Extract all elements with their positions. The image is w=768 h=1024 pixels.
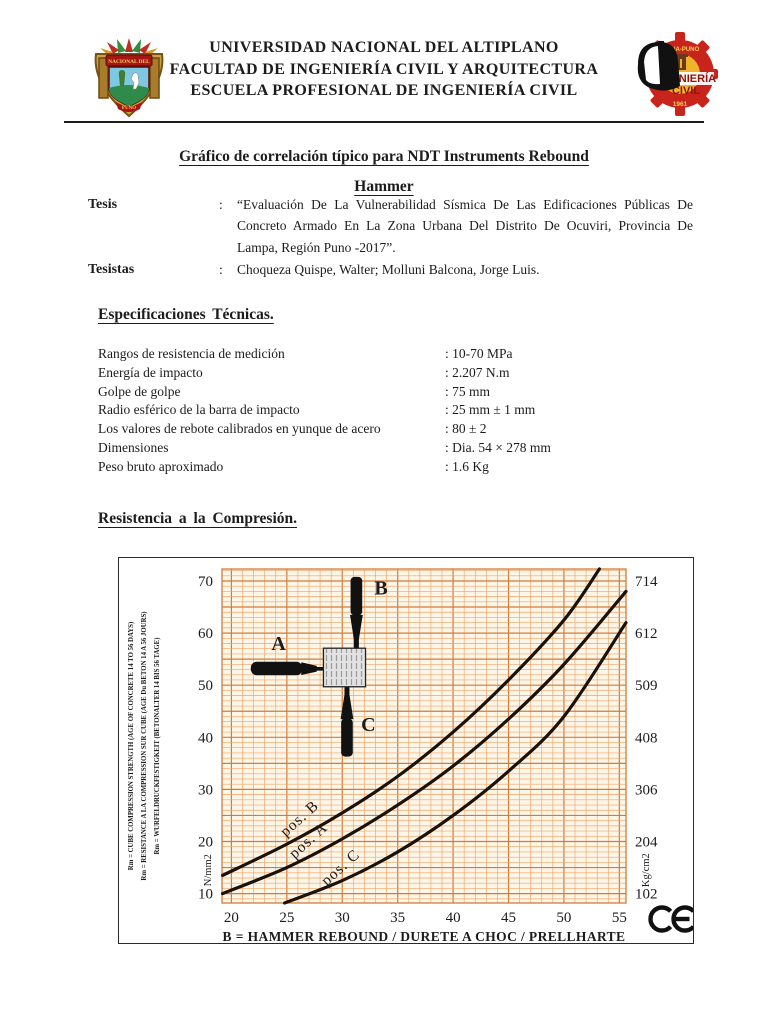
thesis-label: Tesis	[88, 197, 118, 212]
spec-label: Dimensiones	[98, 439, 169, 455]
ce-mark-icon	[648, 905, 693, 933]
spec-value: : 10-70 MPa	[445, 346, 513, 361]
y-axis-unit-left: N/mm2	[203, 854, 214, 886]
seal-arc-text: UNA-PUNO	[667, 47, 700, 53]
spec-row: Energía de impacto : 2.207 N.m	[0, 365, 768, 384]
helmet-icon	[637, 41, 680, 91]
spec-value: : 80 ± 2	[445, 421, 487, 437]
spec-row: Dimensiones : Dia. 54 × 278 mm	[0, 440, 768, 459]
spec-row: Radio esférico de la barra de impacto : 2…	[0, 402, 768, 421]
crest-banner-text: NACIONAL DEL	[108, 59, 150, 65]
crest-plumes	[100, 38, 158, 56]
y-tick-left: 50	[198, 678, 213, 694]
correlation-chart: 10 20 30 40 50 60 70 102 204 306 408 509 612 714 20 25 3…	[118, 557, 694, 944]
seal-line2: CIVIL	[672, 85, 700, 97]
thesis-text: “Evaluación De La Vulnerabilidad Sísmica…	[237, 197, 693, 255]
spec-row: Los valores de rebote calibrados en yunq…	[0, 421, 768, 440]
rotated-legend-line: Rm = RESISTANCE A LA COMPRESSION SUR CUB…	[141, 611, 148, 880]
institution-line: FACULTAD DE INGENIERÍA CIVIL Y ARQUITECT…	[169, 60, 599, 78]
x-tick: 50	[556, 910, 571, 926]
y-tick-right: 408	[635, 730, 658, 746]
crest-ribbon-text: PUNO	[122, 106, 136, 111]
x-tick: 20	[224, 910, 239, 926]
page-title-line1: Gráfico de correlación típico para NDT I…	[179, 148, 589, 165]
x-tick: 35	[390, 910, 405, 926]
position-label-A: A	[271, 633, 286, 655]
y-tick-left: 40	[198, 730, 213, 746]
y-tick-right: 714	[635, 574, 658, 590]
x-tick: 30	[335, 910, 350, 926]
header-divider	[64, 121, 704, 123]
y-tick-right: 204	[635, 835, 658, 851]
y-tick-right: 102	[635, 887, 658, 903]
spec-value: : 25 mm ± 1 mm	[445, 402, 536, 418]
seal-year: 1961	[673, 101, 688, 108]
rotated-legend: Rm = CUBE COMPRESSION STRENGTH (AGE OF C…	[128, 611, 161, 880]
compression-heading: Resistencia a la Compresión.	[98, 510, 298, 527]
x-tick: 25	[279, 910, 294, 926]
spec-value: : Dia. 54 × 278 mm	[445, 439, 551, 455]
y-tick-left: 60	[198, 626, 213, 642]
y-tick-left: 10	[198, 887, 213, 903]
x-tick: 45	[501, 910, 516, 926]
spec-value: : 75 mm	[445, 383, 491, 399]
specifications-list: Rangos de resistencia de medición : 10-70…	[0, 346, 768, 478]
axis-labels: 10 20 30 40 50 60 70 102 204 306 408 509 612 714 20 25 3…	[198, 574, 658, 943]
spec-row: Peso bruto aproximado : 1.6 Kg	[0, 459, 768, 478]
curve-pos-b	[220, 567, 601, 877]
correlation-chart-svg: 10 20 30 40 50 60 70 102 204 306 408 509 612 714 20 25 3…	[128, 567, 693, 943]
x-axis-title: B = HAMMER REBOUND / DURETE A CHOC / PRE…	[223, 929, 626, 943]
spec-label: Radio esférico de la barra de impacto	[98, 402, 300, 418]
una-puno-crest-logo: NACIONAL DEL PUNO	[94, 38, 164, 118]
ingenieria-civil-seal-logo: UNA-PUNO INGENIERÍA CIVIL 1961	[637, 32, 718, 116]
institution-line: ESCUELA PROFESIONAL DE INGENIERÍA CIVIL	[190, 82, 578, 99]
curve-pos-c	[283, 621, 628, 905]
spec-label: Rangos de resistencia de medición	[98, 346, 285, 361]
institution-header: UNIVERSIDAD NACIONAL DEL ALTIPLANO FACULT…	[120, 37, 648, 102]
position-label-C: C	[361, 714, 375, 736]
concrete-cube	[322, 647, 367, 688]
position-label-B: B	[374, 578, 387, 600]
institution-line: UNIVERSIDAD NACIONAL DEL ALTIPLANO	[209, 39, 559, 56]
gear-icon: UNA-PUNO INGENIERÍA CIVIL 1961	[637, 32, 718, 116]
y-tick-right: 509	[635, 678, 658, 694]
authors-label: Tesistas	[88, 262, 135, 277]
rotated-legend-line: Rm = CUBE COMPRESSION STRENGTH (AGE OF C…	[128, 622, 135, 870]
x-tick: 40	[446, 910, 461, 926]
spec-row: Golpe de golpe : 75 mm	[0, 384, 768, 403]
authors-text: Choqueza Quispe, Walter; Molluni Balcona…	[237, 262, 540, 277]
spec-label: Energía de impacto	[98, 364, 203, 380]
page-title: Gráfico de correlación típico para NDT I…	[0, 142, 768, 202]
y-tick-right: 306	[635, 782, 658, 798]
spec-label: Los valores de rebote calibrados en yunq…	[98, 421, 381, 437]
x-tick: 55	[612, 910, 627, 926]
y-tick-left: 20	[198, 835, 213, 851]
spec-label: Peso bruto aproximado	[98, 458, 224, 474]
curve-pos-a	[220, 589, 628, 896]
y-axis-unit-right: Kg/cm2	[641, 853, 652, 887]
y-tick-left: 70	[198, 574, 213, 590]
rotated-legend-line: Rm = WURFELDRUCKFESTIGKEIT (BETONALTER 1…	[154, 638, 161, 855]
spec-value: : 2.207 N.m	[445, 364, 510, 380]
thesis-separator: :	[219, 197, 223, 212]
y-tick-left: 30	[198, 782, 213, 798]
spec-row: Rangos de resistencia de medición : 10-70…	[0, 346, 768, 365]
specifications-heading: Especificaciones Técnicas.	[98, 306, 274, 323]
spec-value: : 1.6 Kg	[445, 458, 489, 474]
authors-separator: :	[219, 262, 223, 277]
page-title-line2: Hammer	[354, 178, 414, 195]
y-tick-right: 612	[635, 626, 658, 642]
hammer-positions-illustration: A B C	[250, 576, 388, 757]
spec-label: Golpe de golpe	[98, 383, 181, 399]
